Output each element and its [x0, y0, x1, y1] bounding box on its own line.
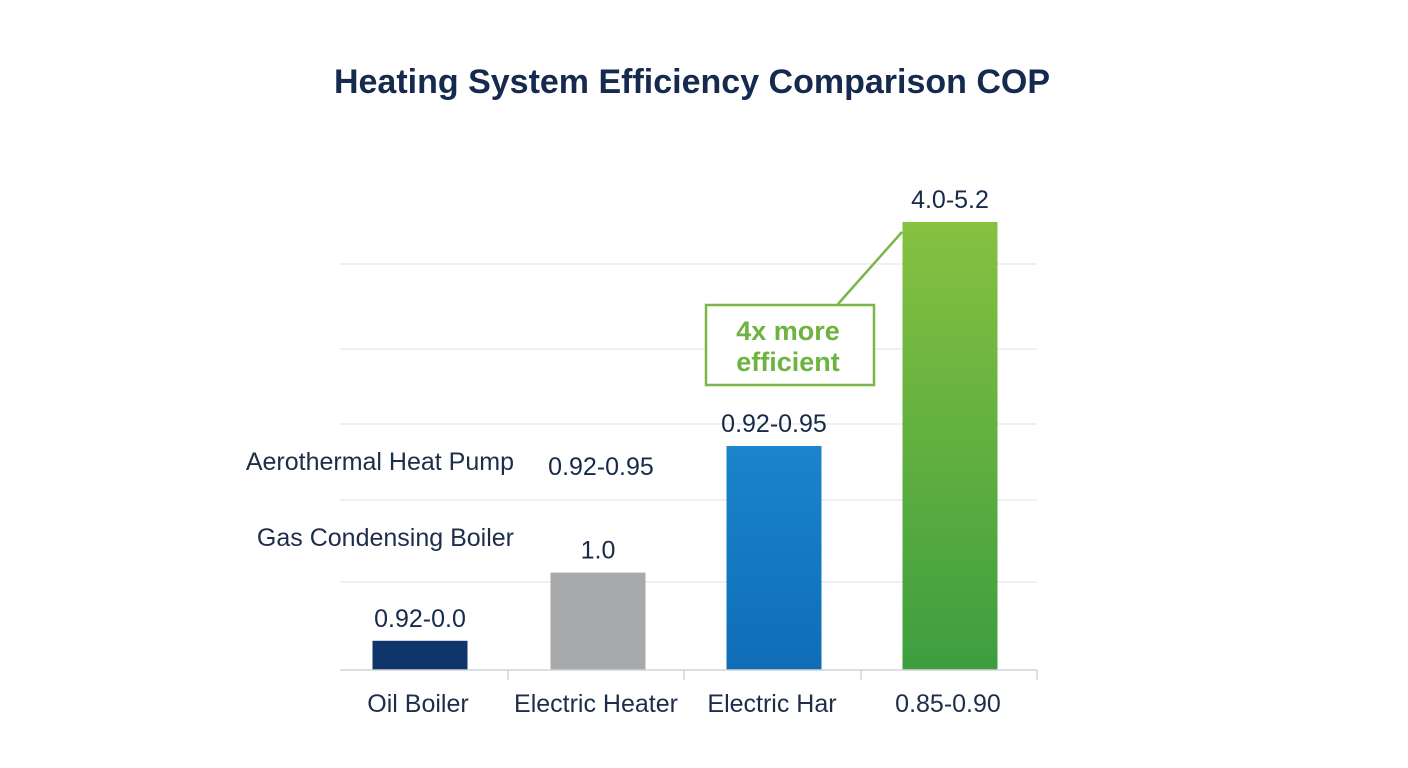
callout-line-1: 4x more — [736, 316, 840, 346]
callout-box — [704, 303, 876, 387]
chart-title: Heating System Efficiency Comparison COP — [334, 63, 1050, 101]
bar-1 — [550, 572, 646, 670]
value-label-0: 0.92-0.0 — [374, 605, 466, 633]
category-label-3: 0.85-0.90 — [895, 690, 1001, 718]
callout-line-2: efficient — [736, 347, 840, 377]
efficiency-callout: 4x more efficient — [704, 231, 903, 387]
category-label-0: Oil Boiler — [367, 690, 468, 718]
side-label-aerothermal: Aerothermal Heat Pump — [246, 448, 514, 476]
value-label-2: 0.92-0.95 — [721, 410, 827, 438]
category-label-1: Electric Heater — [514, 690, 678, 718]
category-label-2: Electric Har — [707, 690, 836, 718]
value-label-3: 4.0-5.2 — [911, 186, 989, 214]
bar-2 — [726, 446, 822, 670]
callout-leader-line — [837, 231, 903, 305]
bar-0 — [372, 640, 468, 670]
value-label-layer: 0.92-0.0 1.0 0.92-0.95 4.0-5.2 — [374, 186, 989, 633]
bar-3 — [902, 222, 998, 670]
bar-layer — [372, 222, 998, 670]
value-label-1: 1.0 — [581, 537, 616, 565]
category-label-layer: Oil Boiler Electric Heater Electric Har 0.8… — [367, 690, 1001, 718]
side-label-gas-condensing: Gas Condensing Boiler — [257, 524, 514, 552]
floating-value-label: 0.92-0.95 — [548, 453, 654, 481]
